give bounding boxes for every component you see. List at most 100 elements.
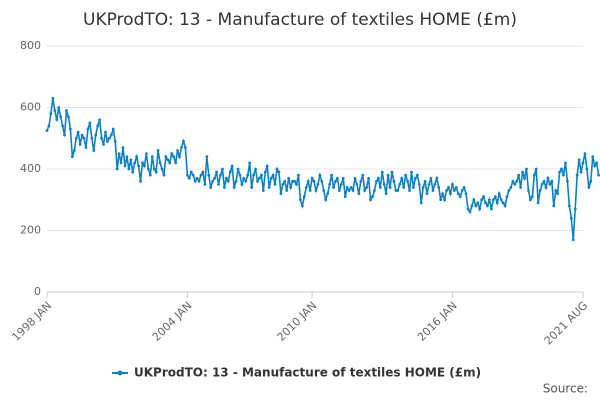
point	[68, 127, 72, 131]
point	[106, 139, 109, 143]
point	[72, 149, 76, 152]
point	[437, 186, 441, 189]
point	[162, 173, 166, 177]
point	[439, 198, 443, 202]
point	[150, 155, 154, 159]
point	[176, 149, 179, 152]
point	[109, 133, 113, 137]
point	[61, 124, 64, 128]
point	[566, 179, 569, 183]
point	[263, 170, 267, 174]
y-tick-label: 0	[34, 285, 41, 298]
point	[507, 189, 511, 192]
x-tick-label: 1998 JAN	[9, 299, 54, 344]
point	[67, 115, 70, 119]
point	[94, 133, 98, 137]
point	[316, 182, 320, 186]
point	[546, 176, 550, 180]
point	[367, 176, 370, 180]
point	[435, 176, 439, 180]
point	[380, 170, 384, 174]
point	[591, 155, 595, 159]
point	[445, 189, 448, 192]
point	[495, 201, 499, 205]
point	[353, 176, 357, 180]
point	[571, 238, 575, 242]
point	[382, 182, 386, 186]
point	[115, 167, 119, 171]
point	[456, 192, 460, 196]
point	[585, 167, 589, 171]
point	[343, 195, 347, 199]
y-tick-label: 400	[20, 162, 41, 175]
point	[273, 182, 277, 186]
point	[515, 179, 519, 183]
point	[219, 173, 222, 177]
point	[421, 186, 425, 189]
point	[281, 182, 285, 186]
point	[76, 130, 80, 134]
point	[113, 139, 117, 143]
point	[242, 176, 246, 180]
legend-label: UKProdTO: 13 - Manufacture of textiles H…	[134, 366, 481, 380]
point	[476, 201, 480, 205]
point	[429, 176, 433, 180]
point	[261, 189, 265, 192]
point	[373, 189, 376, 192]
point	[413, 176, 417, 180]
point	[595, 161, 599, 165]
point	[133, 161, 137, 165]
point	[88, 121, 92, 125]
point	[217, 182, 220, 186]
point	[530, 195, 534, 199]
point	[415, 173, 419, 177]
point	[59, 115, 63, 119]
x-tick-label: 2016 JAN	[415, 299, 460, 344]
point	[365, 186, 369, 189]
point	[289, 186, 293, 189]
point	[466, 207, 470, 211]
point	[488, 198, 491, 202]
point	[458, 195, 462, 199]
point	[47, 124, 51, 128]
point	[412, 186, 415, 189]
point	[226, 179, 230, 183]
point	[148, 173, 152, 177]
point	[172, 155, 176, 159]
point	[536, 201, 540, 205]
point	[139, 179, 142, 183]
point	[554, 189, 558, 192]
point	[369, 198, 372, 202]
point	[544, 186, 548, 189]
point	[326, 192, 330, 196]
point	[129, 158, 133, 162]
point	[505, 195, 509, 199]
point	[224, 176, 228, 180]
point	[351, 189, 355, 192]
point	[143, 164, 146, 168]
point	[295, 182, 298, 186]
point	[146, 167, 150, 171]
point	[388, 186, 392, 189]
point	[408, 189, 411, 192]
point	[478, 207, 482, 211]
point	[443, 198, 447, 202]
point	[127, 167, 131, 171]
point	[322, 189, 326, 192]
point	[45, 129, 49, 132]
point	[564, 161, 567, 165]
point	[90, 136, 94, 140]
point	[283, 179, 287, 183]
point	[121, 146, 125, 149]
point	[92, 149, 96, 152]
point	[252, 173, 256, 177]
point	[569, 216, 573, 220]
point	[374, 179, 378, 183]
point	[228, 170, 232, 174]
point	[246, 173, 250, 177]
point	[499, 198, 503, 202]
point	[55, 118, 59, 122]
point	[53, 109, 57, 112]
point	[334, 179, 337, 183]
point	[183, 146, 187, 149]
